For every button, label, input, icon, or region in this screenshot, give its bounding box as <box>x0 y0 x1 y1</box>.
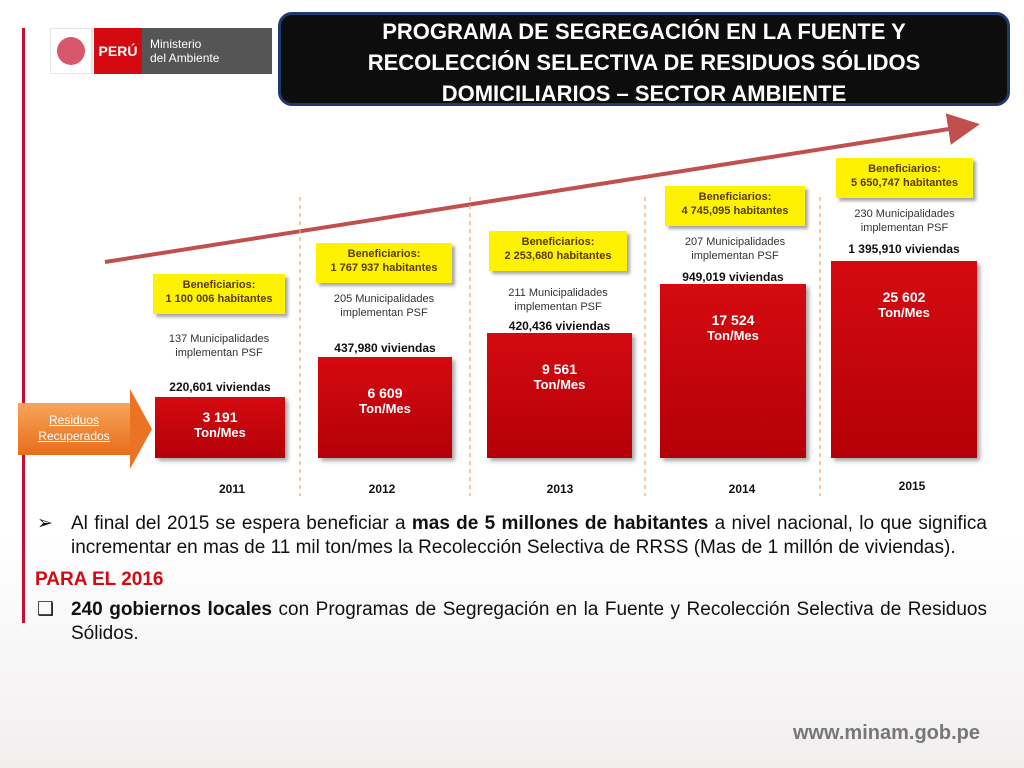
title-box: PROGRAMA DE SEGREGACIÓN EN LA FUENTE Y R… <box>278 12 1010 106</box>
municipalities: 207 Municipalidades implementan PSF <box>684 236 786 262</box>
tons-unit: Ton/Mes <box>359 401 411 416</box>
tons-unit: Ton/Mes <box>194 425 246 440</box>
year: 2013 <box>546 482 574 496</box>
homes: 949,019 viviendas <box>682 270 784 284</box>
growth-arrow <box>104 113 980 264</box>
year: 2012 <box>368 482 396 496</box>
title-line: RECOLECCIÓN SELECTIVA DE RESIDUOS SÓLIDO… <box>367 50 921 75</box>
title-line: PROGRAMA DE SEGREGACIÓN EN LA FUENTE Y <box>382 19 906 44</box>
year: 2015 <box>898 479 926 493</box>
beneficiaries-box: Beneficiarios: 5 650,747 habitantes <box>836 158 973 198</box>
municipalities: 211 Municipalidades implementan PSF <box>508 287 608 313</box>
municipalities: 137 Municipalidades implementan PSF <box>168 333 270 359</box>
side-label-line: Recuperados <box>38 429 110 443</box>
tons-unit: Ton/Mes <box>878 305 930 320</box>
text: con Programas de Segregación en la Fuent… <box>71 599 987 644</box>
decor <box>104 113 980 496</box>
beneficiaries-label: Beneficiarios: <box>521 236 595 248</box>
side-label: Residuos Recuperados <box>18 403 130 455</box>
tons-bar: 3 191 Ton/Mes <box>155 397 285 458</box>
tons-bar: 6 609 Ton/Mes <box>318 357 452 458</box>
beneficiaries-box: Beneficiarios: 2 253,680 habitantes <box>489 231 627 271</box>
homes: 437,980 viviendas <box>334 341 436 355</box>
title-line: DOMICILIARIOS – SECTOR AMBIENTE <box>441 81 847 106</box>
heading: PARA EL 2016 <box>35 569 164 590</box>
bullet-item: ❑ 240 gobiernos locales con Programas de … <box>37 599 987 644</box>
homes: 1 395,910 viviendas <box>848 242 960 256</box>
beneficiaries-box: Beneficiarios: 1 100 006 habitantes <box>153 274 285 314</box>
beneficiaries-box: Beneficiarios: 4 745,095 habitantes <box>665 186 805 226</box>
municipalities: 205 Municipalidades implementan PSF <box>333 293 435 319</box>
country: PERÚ <box>99 42 138 59</box>
beneficiaries: 1 767 937 habitantes <box>330 262 438 274</box>
beneficiaries-label: Beneficiarios: <box>698 191 772 203</box>
beneficiaries: 2 253,680 habitantes <box>504 250 612 262</box>
beneficiaries-label: Beneficiarios: <box>347 248 421 260</box>
paragraph: ➢ Al final del 2015 se espera beneficiar … <box>37 513 987 558</box>
homes: 420,436 viviendas <box>508 319 611 333</box>
beneficiaries: 5 650,747 habitantes <box>850 177 958 189</box>
beneficiaries-box: Beneficiarios: 1 767 937 habitantes <box>316 243 452 283</box>
beneficiaries: 4 745,095 habitantes <box>681 205 789 217</box>
tons-bar: 25 602 Ton/Mes <box>831 261 977 458</box>
tons: 6 609 <box>367 385 403 401</box>
tons: 9 561 <box>541 361 578 377</box>
side-label-line: Residuos <box>48 413 100 427</box>
side-arrow <box>130 389 152 469</box>
beneficiaries-label: Beneficiarios: <box>182 279 256 291</box>
year: 2014 <box>728 482 756 496</box>
tons-bar: 17 524 Ton/Mes <box>660 284 806 458</box>
municipalities: 230 Municipalidades implementan PSF <box>854 208 955 234</box>
text: Al final del 2015 se espera beneficiar a <box>71 513 412 534</box>
ministry-line: Ministerio <box>150 37 202 51</box>
emphasis: mas de 5 millones de habitantes <box>411 513 709 534</box>
tons: 3 191 <box>202 409 238 425</box>
tons-bar: 9 561 Ton/Mes <box>487 333 632 458</box>
body: ➢ Al final del 2015 se espera beneficiar … <box>35 512 987 646</box>
ministry-line: del Ambiente <box>150 51 220 65</box>
text: a nivel nacional, lo que significa incre… <box>71 513 987 558</box>
tons-unit: Ton/Mes <box>533 377 586 392</box>
year: 2011 <box>218 482 246 496</box>
side-rule <box>22 28 25 623</box>
emphasis: 240 gobiernos locales <box>71 599 272 620</box>
homes: 220,601 viviendas <box>169 380 271 394</box>
footer-url: www.minam.gob.pe <box>792 722 980 744</box>
tons: 17 524 <box>711 312 755 328</box>
beneficiaries: 1 100 006 habitantes <box>165 293 273 305</box>
beneficiaries-label: Beneficiarios: <box>868 163 941 175</box>
logo: PERÚ Ministerio del Ambiente <box>50 28 272 74</box>
tons-unit: Ton/Mes <box>707 328 759 343</box>
tons: 25 602 <box>882 289 926 305</box>
